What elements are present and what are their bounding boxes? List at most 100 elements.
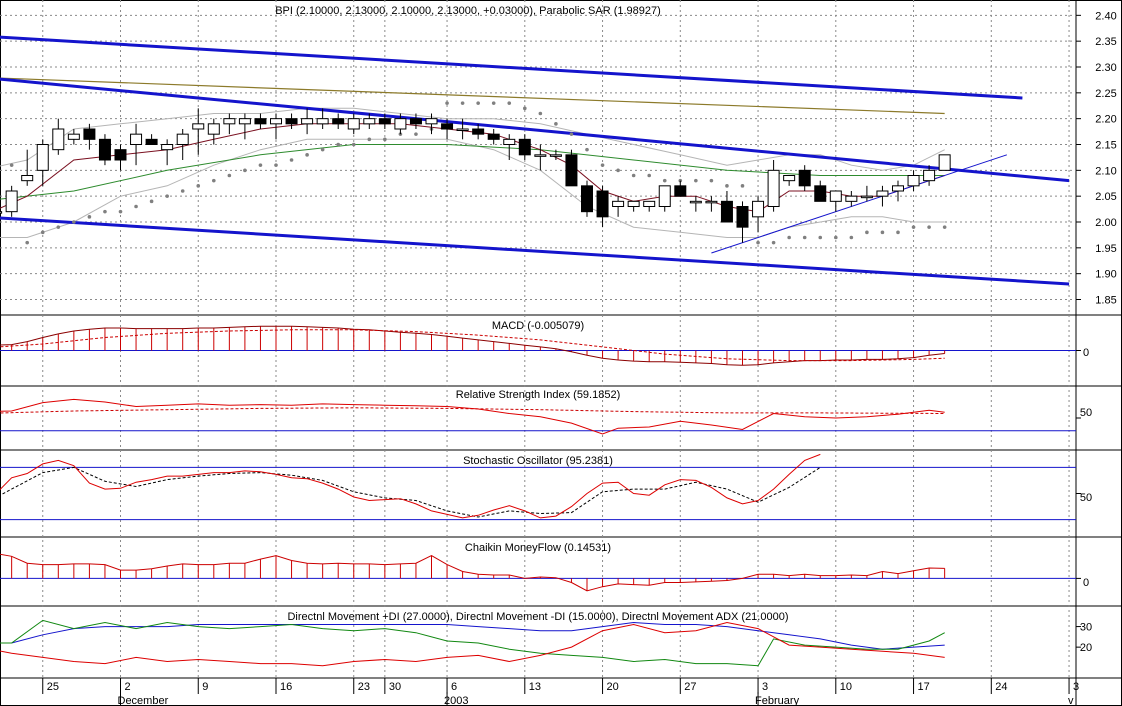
parabolic-sar-dot xyxy=(118,209,123,214)
parabolic-sar-dot xyxy=(103,209,107,214)
trendline-olive xyxy=(0,77,945,115)
macd-zero-label: 0 xyxy=(1083,347,1089,359)
price-tick-label: 2.10 xyxy=(1095,165,1116,177)
candle-body-up xyxy=(161,144,174,151)
candle-body-up xyxy=(456,128,469,131)
vertical-gridlines xyxy=(42,0,1070,678)
dmi-tick-label: 20 xyxy=(1080,642,1092,654)
candle-body-up xyxy=(845,195,858,202)
price-tick-label: 2.05 xyxy=(1095,191,1116,203)
price-tick-label: 1.90 xyxy=(1095,269,1116,281)
candle-body-up xyxy=(67,133,80,140)
parabolic-sar-dot xyxy=(569,132,574,136)
x-tick-label: 3 xyxy=(762,681,768,693)
parabolic-sar-dot xyxy=(274,163,278,167)
parabolic-sar-dot xyxy=(818,235,823,240)
parabolic-sar-dot xyxy=(149,199,154,204)
candle-body-down xyxy=(332,118,345,125)
parabolic-sar-dot xyxy=(631,173,636,178)
candle-body-up xyxy=(892,185,904,192)
moving-average-long-line xyxy=(0,144,945,200)
candle-body-down xyxy=(814,185,827,202)
candle-body-up xyxy=(627,200,640,207)
candle-body-up xyxy=(52,128,65,151)
dmi-tick-label: 30 xyxy=(1080,622,1092,634)
parabolic-sar-dot xyxy=(554,122,558,126)
candle-body-down xyxy=(581,185,593,213)
parabolic-sar-dot xyxy=(538,111,543,116)
candle-body-up xyxy=(223,118,236,125)
parabolic-sar-dot xyxy=(336,142,341,147)
candle-body-down xyxy=(596,190,609,218)
parabolic-sar-dot xyxy=(507,101,512,105)
candle-body-up xyxy=(689,200,702,204)
parabolic-sar-dot xyxy=(476,101,480,105)
candle-body-up xyxy=(238,118,251,125)
stochastic-k-line xyxy=(0,453,821,519)
candle-body-down xyxy=(254,118,267,125)
parabolic-sar-dot xyxy=(460,101,465,105)
x-axis: 25 2 9 16 23 30 6 13 20 27 3 10 17 24 3 December 2003 Feb… xyxy=(42,678,1079,706)
parabolic-sar-dot xyxy=(367,137,372,142)
macd-panel-title: MACD (-0.005079) xyxy=(492,320,584,332)
candle-body-up xyxy=(767,169,780,207)
candle-body-down xyxy=(518,138,531,156)
parabolic-sar-dot xyxy=(647,173,651,178)
price-tick-label: 2.20 xyxy=(1095,114,1116,126)
parabolic-sar-dot xyxy=(180,189,185,193)
candle-body-up xyxy=(549,154,562,157)
parabolic-sar-dot xyxy=(227,173,232,178)
parabolic-sar-dot xyxy=(896,230,900,235)
rsi-signal-line xyxy=(0,407,945,414)
parabolic-sar-dot xyxy=(616,168,620,173)
parabolic-sar-dot xyxy=(305,153,309,157)
price-tick-label: 1.95 xyxy=(1095,243,1116,255)
x-tick-label: 24 xyxy=(995,681,1007,693)
candle-body-down xyxy=(114,149,127,161)
candle-body-up xyxy=(829,190,842,202)
parabolic-sar-dot xyxy=(787,235,791,240)
candle-body-up xyxy=(270,118,282,125)
parabolic-sar-dot xyxy=(865,230,869,235)
candle-body-down xyxy=(98,138,111,161)
x-tick-label: 6 xyxy=(451,681,457,693)
candle-body-down xyxy=(487,133,500,140)
parabolic-sar-dot xyxy=(600,163,605,167)
channel-trendline xyxy=(0,216,1070,286)
candle-body-up xyxy=(207,123,220,135)
parabolic-sar-dot xyxy=(212,178,216,183)
parabolic-sar-dot xyxy=(383,137,387,142)
parabolic-sar-dot xyxy=(802,235,807,240)
parabolic-sar-dot xyxy=(414,132,418,136)
parabolic-sar-dot xyxy=(756,240,760,245)
parabolic-sar-dot xyxy=(662,178,667,183)
x-tick-label: 10 xyxy=(840,681,852,693)
channel-trendline xyxy=(0,77,1070,183)
parabolic-sar-dot xyxy=(320,147,325,152)
candle-body-down xyxy=(798,169,811,187)
price-panel: 1.85 1.90 1.95 2.00 2.05 2.10 2.15 2.20 2.25 2.30… xyxy=(0,10,1117,307)
parabolic-sar-dot xyxy=(351,142,356,147)
parabolic-sar-dot xyxy=(491,101,496,105)
x-tick-label: 30 xyxy=(389,681,401,693)
cmf-panel xyxy=(0,553,1081,592)
price-tick-label: 2.40 xyxy=(1095,10,1116,22)
candle-body-up xyxy=(176,133,189,146)
parabolic-sar-dot xyxy=(196,184,201,188)
price-panel-title: BPI (2.10000, 2.13000, 2.10000, 2.13000,… xyxy=(275,5,661,17)
candle-body-up xyxy=(705,200,718,204)
parabolic-sar-dot xyxy=(165,194,169,198)
parabolic-sar-dot xyxy=(709,178,714,183)
candle-body-up xyxy=(783,175,796,182)
candle-body-down xyxy=(736,206,749,228)
parabolic-sar-dot xyxy=(40,230,45,235)
cmf-zero-label: 0 xyxy=(1083,577,1089,589)
parabolic-sar-dot xyxy=(9,163,14,167)
parabolic-sar-dot xyxy=(445,101,449,105)
bollinger-lower-line xyxy=(0,138,945,238)
parabolic-sar-dot xyxy=(134,204,138,209)
parabolic-sar-dot xyxy=(694,178,698,183)
